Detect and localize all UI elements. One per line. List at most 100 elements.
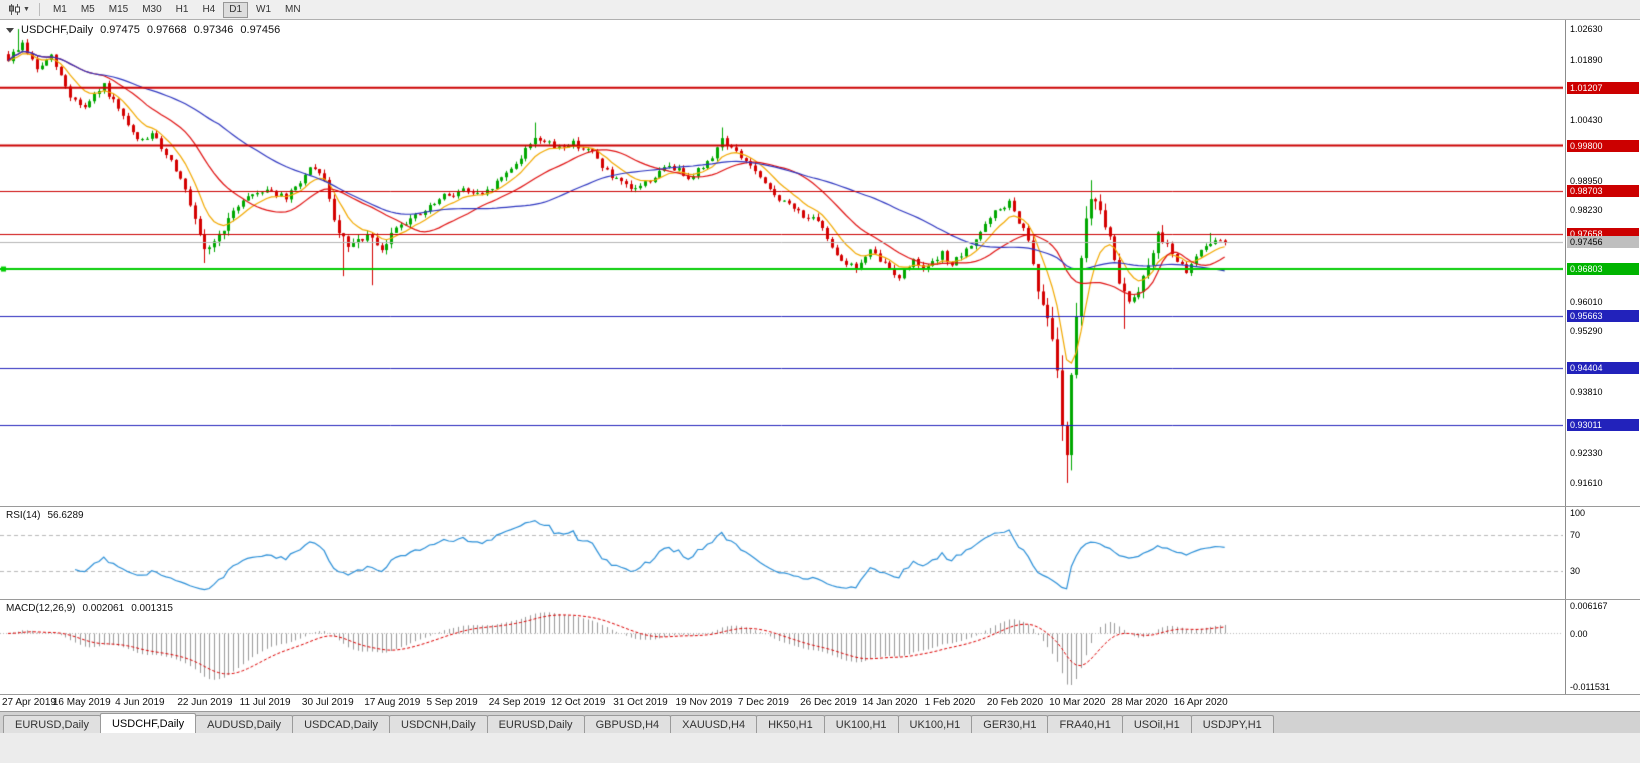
chart-expand-icon[interactable] xyxy=(6,27,14,33)
macd-signal-value: 0.001315 xyxy=(131,603,173,614)
macd-canvas[interactable] xyxy=(0,600,1563,694)
chart-tab-14[interactable]: USDJPY,H1 xyxy=(1190,715,1274,733)
date-tick-label: 19 Nov 2019 xyxy=(675,697,733,708)
price-chart-panel: USDCHF,Daily 0.97475 0.97668 0.97346 0.9… xyxy=(0,20,1640,506)
chart-tab-3[interactable]: USDCAD,Daily xyxy=(292,715,391,733)
status-strip xyxy=(0,733,1640,763)
rsi-header: RSI(14) 56.6289 xyxy=(6,510,84,521)
rsi-tick-label: 30 xyxy=(1570,566,1581,576)
timeframe-button-m1[interactable]: M1 xyxy=(47,2,73,18)
price-tick-label: 0.92330 xyxy=(1570,448,1603,459)
chart-tab-bar: EURUSD,Daily USDCHF,Daily AUDUSD,Daily USDC… xyxy=(0,711,1640,733)
chart-tab-12[interactable]: FRA40,H1 xyxy=(1047,715,1123,733)
date-tick-label: 22 Jun 2019 xyxy=(177,697,233,708)
date-tick-label: 10 Mar 2020 xyxy=(1049,697,1106,708)
rsi-name-label: RSI(14) xyxy=(6,510,41,521)
rsi-panel: RSI(14) 56.6289 100 70 30 xyxy=(0,507,1640,599)
price-chart-canvas[interactable] xyxy=(0,20,1563,506)
rsi-tick-label: 100 xyxy=(1570,508,1586,518)
chart-tab-8[interactable]: HK50,H1 xyxy=(756,715,825,733)
date-tick-label: 16 Apr 2020 xyxy=(1173,697,1228,708)
date-tick-label: 20 Feb 2020 xyxy=(986,697,1044,708)
macd-header: MACD(12,26,9) 0.002061 0.001315 xyxy=(6,603,173,614)
date-tick-label: 4 Jun 2019 xyxy=(115,697,165,708)
panel-divider[interactable] xyxy=(0,694,1640,695)
time-axis[interactable]: 27 Apr 2019 16 May 2019 4 Jun 2019 22 Jun 2… xyxy=(0,695,1640,711)
chart-tab-10[interactable]: UK100,H1 xyxy=(897,715,973,733)
price-level-badge: 0.93011 xyxy=(1567,419,1639,432)
date-tick-label: 11 Jul 2019 xyxy=(239,697,291,708)
date-tick-label: 1 Feb 2020 xyxy=(924,697,976,708)
price-level-badge: 0.96803 xyxy=(1567,263,1639,276)
timeframe-button-m15[interactable]: M15 xyxy=(103,2,134,18)
chart-tab-7[interactable]: XAUUSD,H4 xyxy=(670,715,758,733)
macd-name-label: MACD(12,26,9) xyxy=(6,603,76,614)
macd-zero-label: 0.00 xyxy=(1570,628,1588,639)
chart-tab-6[interactable]: GBPUSD,H4 xyxy=(583,715,672,733)
macd-axis[interactable]: 0.006167 0.00 -0.011531 xyxy=(1565,600,1640,694)
toolbar-separator xyxy=(38,3,40,16)
macd-main-value: 0.002061 xyxy=(82,603,125,614)
price-level-badge: 0.98703 xyxy=(1567,184,1639,197)
timeframe-button-w1[interactable]: W1 xyxy=(250,2,277,18)
chart-tab-11[interactable]: GER30,H1 xyxy=(971,715,1049,733)
macd-bottom-label: -0.011531 xyxy=(1570,682,1610,692)
timeframe-button-m5[interactable]: M5 xyxy=(75,2,101,18)
date-tick-label: 26 Dec 2019 xyxy=(800,697,857,708)
price-tick-label: 1.02630 xyxy=(1570,24,1603,35)
rsi-value-label: 56.6289 xyxy=(47,510,84,521)
chart-tab-0[interactable]: EURUSD,Daily xyxy=(3,715,101,733)
date-tick-label: 14 Jan 2020 xyxy=(862,697,918,708)
chart-tab-5[interactable]: EURUSD,Daily xyxy=(486,715,585,733)
candlestick-chart-icon xyxy=(9,4,20,15)
date-tick-label: 24 Sep 2019 xyxy=(488,697,546,708)
timeframe-button-h1[interactable]: H1 xyxy=(170,2,195,18)
timeframe-button-m30[interactable]: M30 xyxy=(136,2,167,18)
chart-tab-13[interactable]: USOil,H1 xyxy=(1121,715,1192,733)
timeframe-button-mn[interactable]: MN xyxy=(279,2,307,18)
price-tick-label: 0.98230 xyxy=(1570,205,1603,216)
price-level-badge: 1.01207 xyxy=(1567,81,1639,94)
date-tick-label: 12 Oct 2019 xyxy=(551,697,606,708)
price-axis[interactable]: 1.02630 1.01890 1.00430 0.98950 0.98230 0.960… xyxy=(1565,20,1640,506)
timeframe-button-h4[interactable]: H4 xyxy=(196,2,221,18)
price-level-badge: 0.99800 xyxy=(1567,139,1639,152)
date-tick-label: 7 Dec 2019 xyxy=(737,697,789,708)
chart-tab-2[interactable]: AUDUSD,Daily xyxy=(195,715,294,733)
price-tick-label: 0.96010 xyxy=(1570,296,1603,307)
chart-close-value: 0.97456 xyxy=(240,24,281,36)
date-tick-label: 17 Aug 2019 xyxy=(364,697,421,708)
date-tick-label: 16 May 2019 xyxy=(52,697,111,708)
chart-open-value: 0.97475 xyxy=(100,24,140,36)
chart-tab-1[interactable]: USDCHF,Daily xyxy=(99,713,197,733)
price-tick-label: 1.01890 xyxy=(1570,54,1603,65)
date-tick-label: 28 Mar 2020 xyxy=(1111,697,1168,708)
price-level-badge: 0.94404 xyxy=(1567,361,1639,374)
macd-top-label: 0.006167 xyxy=(1570,601,1608,611)
chart-low-value: 0.97346 xyxy=(193,24,234,36)
date-tick-label: 30 Jul 2019 xyxy=(301,697,354,708)
date-tick-label: 31 Oct 2019 xyxy=(613,697,668,708)
current-price-badge: 0.97456 xyxy=(1567,236,1639,249)
price-tick-label: 0.91610 xyxy=(1570,477,1603,488)
rsi-axis[interactable]: 100 70 30 xyxy=(1565,507,1640,599)
timeframes-toolbar: ▼ M1 M5 M15 M30 H1 H4 D1 W1 MN xyxy=(0,0,1640,20)
panel-divider[interactable] xyxy=(0,506,1640,507)
date-tick-label: 27 Apr 2019 xyxy=(2,697,56,708)
chevron-down-icon: ▼ xyxy=(23,6,30,13)
chart-symbol-label: USDCHF,Daily xyxy=(21,24,94,36)
price-tick-label: 1.00430 xyxy=(1570,114,1603,125)
chart-tab-9[interactable]: UK100,H1 xyxy=(823,715,899,733)
chart-high-value: 0.97668 xyxy=(146,24,187,36)
price-tick-label: 0.93810 xyxy=(1570,387,1603,398)
price-tick-label: 0.95290 xyxy=(1570,326,1603,337)
timeframe-button-d1[interactable]: D1 xyxy=(223,1,249,18)
price-tick-label: 0.98950 xyxy=(1570,175,1603,186)
chart-tab-4[interactable]: USDCNH,Daily xyxy=(389,715,488,733)
panel-divider[interactable] xyxy=(0,599,1640,600)
chart-ohlc-header: USDCHF,Daily 0.97475 0.97668 0.97346 0.9… xyxy=(6,24,280,36)
macd-panel: MACD(12,26,9) 0.002061 0.001315 0.006167… xyxy=(0,600,1640,694)
rsi-canvas[interactable] xyxy=(0,507,1563,599)
chart-type-button[interactable]: ▼ xyxy=(5,2,33,17)
